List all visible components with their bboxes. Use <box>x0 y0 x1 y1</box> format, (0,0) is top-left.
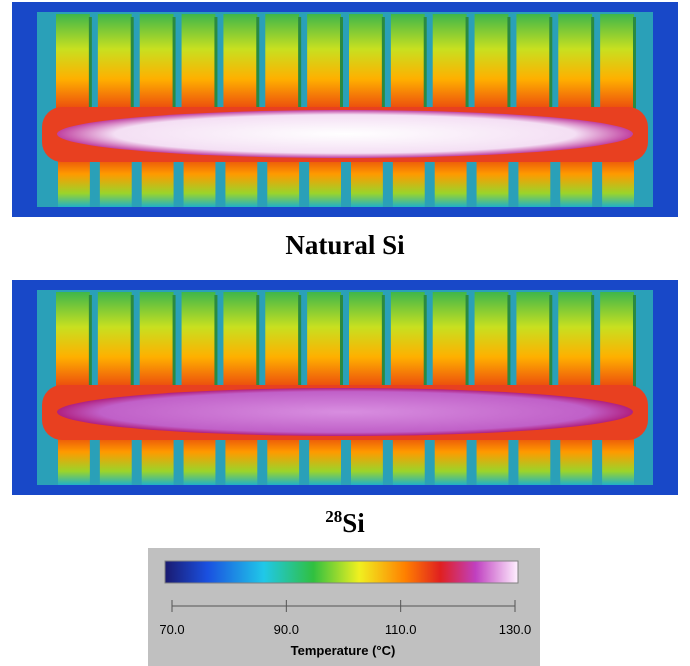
fin-gap <box>256 17 260 112</box>
fin-gap <box>507 17 511 112</box>
fin-gap <box>549 295 553 390</box>
colorbar <box>164 560 519 584</box>
fin-top <box>558 14 593 114</box>
colorbar-label: Temperature (°C) <box>291 643 396 658</box>
caption-superscript: 28 <box>325 507 342 526</box>
fin-gap <box>507 295 511 390</box>
fin-gap <box>298 17 302 112</box>
fin-top <box>516 292 551 392</box>
fin-gap <box>256 295 260 390</box>
fin-top <box>349 292 383 392</box>
fin-gap <box>172 17 176 112</box>
fin-gap <box>633 295 636 390</box>
caption: 28Si <box>325 507 365 538</box>
fin-top <box>432 14 467 114</box>
fin-gap <box>130 295 134 390</box>
tick-label: 90.0 <box>274 622 299 637</box>
fin-gap <box>423 295 427 390</box>
fin-top <box>181 292 216 392</box>
fin-top <box>474 14 509 114</box>
fin-gap <box>465 17 469 112</box>
fin-top <box>349 14 383 114</box>
fin-top <box>516 14 551 114</box>
fin-gap <box>88 17 92 112</box>
fin-gap <box>423 17 427 112</box>
fin-top <box>600 292 634 392</box>
fin-gap <box>214 17 218 112</box>
fin-gap <box>381 17 385 112</box>
fin-top <box>390 14 425 114</box>
core <box>57 388 633 436</box>
caption-text: Si <box>342 508 365 538</box>
fin-gap <box>172 295 176 390</box>
fin-gap <box>298 295 302 390</box>
fin-top <box>139 14 174 114</box>
ticks: 70.0 90.0 110.0 130.0 <box>159 600 531 637</box>
fin-top <box>223 292 258 392</box>
fin-gap <box>130 17 134 112</box>
fin-gap <box>214 295 218 390</box>
fin-top <box>432 292 467 392</box>
fin-top <box>558 292 593 392</box>
tick-label: 70.0 <box>159 622 184 637</box>
thermal-image <box>12 2 678 217</box>
fin-gap <box>591 17 595 112</box>
fin-top <box>56 292 90 392</box>
fin-top <box>181 14 216 114</box>
fin-top <box>307 14 341 114</box>
fin-gap <box>633 17 636 112</box>
caption: Natural Si <box>285 230 405 260</box>
fin-gap <box>88 295 92 390</box>
fin-top <box>265 14 300 114</box>
fin-top <box>474 292 509 392</box>
core <box>57 110 633 158</box>
colorbar-panel: 70.0 90.0 110.0 130.0 Temperature (°C) <box>148 548 540 666</box>
fin-top <box>97 292 132 392</box>
fin-top <box>139 292 174 392</box>
tick-label: 130.0 <box>499 622 532 637</box>
fin-gap <box>549 17 553 112</box>
fin-top <box>56 14 90 114</box>
tick-label: 110.0 <box>385 622 417 637</box>
fin-top <box>97 14 132 114</box>
thermal-image <box>12 280 678 495</box>
fin-top <box>223 14 258 114</box>
fin-gap <box>381 295 385 390</box>
fin-gap <box>340 17 343 112</box>
fin-gap <box>340 295 343 390</box>
fin-top <box>390 292 425 392</box>
fin-gap <box>591 295 595 390</box>
fin-gap <box>465 295 469 390</box>
fin-top <box>600 14 634 114</box>
fin-top <box>265 292 300 392</box>
fin-top <box>307 292 341 392</box>
